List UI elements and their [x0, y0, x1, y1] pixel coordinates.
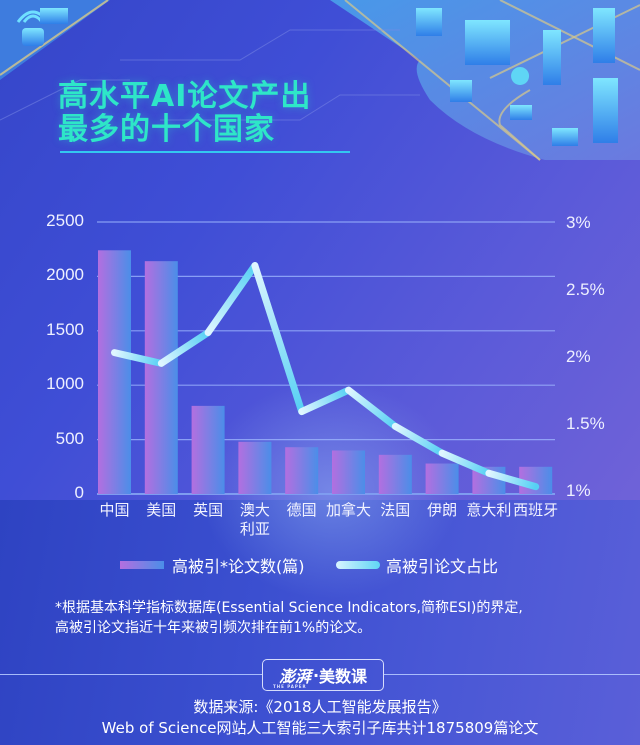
page-title: 高水平AI论文产出 最多的十个国家	[58, 80, 311, 146]
right-axis-tick: 1%	[566, 481, 591, 500]
line-segment	[391, 422, 446, 457]
right-axis-tick: 2.5%	[566, 280, 605, 299]
line-segment	[298, 386, 352, 416]
bar	[332, 450, 365, 494]
title-line-2: 最多的十个国家	[58, 112, 275, 147]
legend-bar-label: 高被引*论文数(篇)	[172, 557, 305, 576]
category-label: 英国	[193, 501, 224, 519]
category-label: 西班牙	[513, 501, 559, 519]
right-axis-tick: 3%	[566, 213, 591, 232]
footnote: *根据基本科学指标数据库(Essential Science Indicator…	[55, 598, 523, 638]
combo-chart: 0 500 1000 1500 2000 2500 1% 1.5% 2% 2.5% 3% 中国 美国…	[0, 200, 640, 540]
line-segment	[157, 329, 212, 367]
title-line-1: 高水平AI论文产出	[58, 79, 312, 114]
line-segment	[251, 262, 306, 416]
right-axis-tick: 2%	[566, 347, 591, 366]
left-axis-tick: 2500	[46, 211, 84, 230]
line-segment	[345, 386, 399, 430]
city-illustration	[0, 0, 640, 161]
building-icons	[16, 8, 618, 146]
footer-rule-right	[384, 674, 640, 675]
category-label: 美国	[146, 501, 177, 519]
left-axis-tick: 2000	[46, 265, 84, 285]
brand-name: 美数课	[319, 667, 368, 686]
bar	[98, 250, 131, 494]
brand-logo: 澎湃	[278, 667, 311, 686]
left-axis-tick: 1000	[46, 374, 84, 394]
left-axis-tick: 1500	[46, 319, 84, 339]
brand-separator: ·	[312, 665, 320, 685]
brand-logo-sub: THE PAPER	[273, 684, 307, 689]
category-label: 伊朗	[427, 501, 458, 519]
category-label: 法国	[380, 501, 411, 519]
source-line-1: 数据来源:《2018人工智能发展报告》	[193, 698, 447, 716]
category-label: 德国	[286, 501, 317, 519]
footnote-line-2: 高被引论文指近十年来被引频次排在前1%的论文。	[55, 620, 372, 636]
line-segment	[204, 262, 259, 337]
category-label: 加拿大	[325, 501, 371, 519]
legend-item-bar: 高被引*论文数(篇)	[120, 553, 305, 577]
line-swatch-icon	[336, 561, 380, 569]
bar	[425, 463, 459, 494]
bar-swatch-icon	[120, 561, 164, 569]
legend-item-line: 高被引论文占比	[336, 553, 498, 577]
left-axis-tick: 500	[55, 428, 84, 448]
right-axis-tick: 1.5%	[566, 414, 605, 433]
bar	[238, 441, 272, 494]
line-segment	[438, 449, 493, 477]
footer-rule-left	[0, 674, 262, 675]
bar	[191, 405, 225, 494]
category-label: 中国	[99, 501, 130, 519]
bar	[144, 261, 178, 494]
category-label: 意大利	[466, 501, 512, 519]
title-underline	[60, 151, 350, 153]
line-segment	[111, 349, 165, 367]
footnote-line-1: *根据基本科学指标数据库(Essential Science Indicator…	[55, 600, 523, 616]
chart-plot-area	[97, 221, 555, 495]
left-axis-tick: 0	[74, 483, 84, 502]
brand-badge: 澎湃 · 美数课 THE PAPER	[262, 659, 384, 691]
legend-line-label: 高被引论文占比	[386, 557, 499, 576]
category-label: 澳大 利亚	[239, 501, 270, 538]
bar	[378, 454, 412, 494]
source-line-2: Web of Science网站人工智能三大索引子库共计1875809篇论文	[101, 719, 539, 737]
bar	[285, 447, 319, 494]
line-segment	[485, 469, 540, 491]
